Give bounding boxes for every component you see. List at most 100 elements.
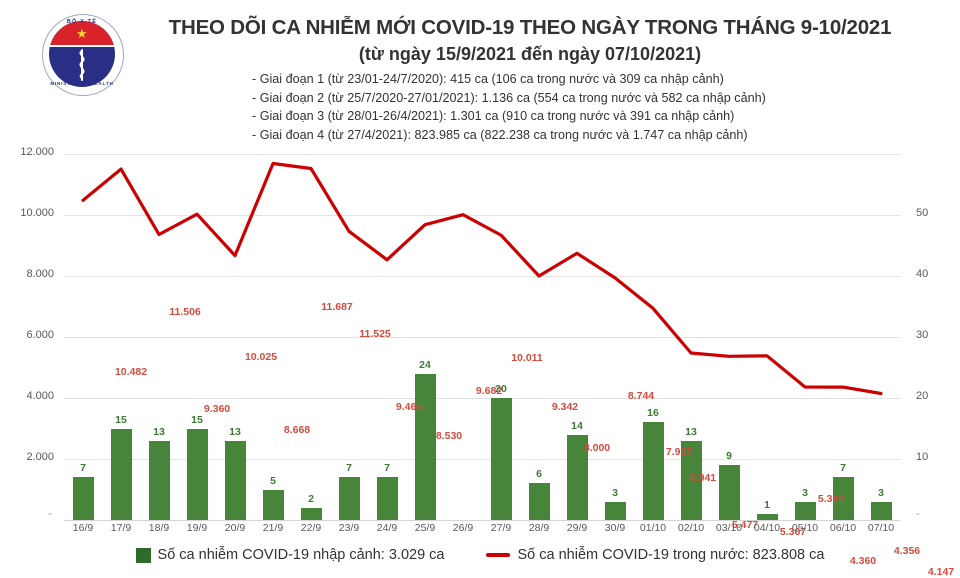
phase-item: - Giai đoạn 1 (từ 23/01-24/7/2020): 415 … <box>252 72 724 86</box>
x-axis-tick-label: 22/9 <box>300 522 322 534</box>
bar-data-label: 5 <box>270 474 276 487</box>
gridline <box>64 215 900 216</box>
line-data-label: 11.687 <box>321 300 353 313</box>
bar-series: 7 15 13 15 13 5 2 7 7 24 20 6 14 3 16 13 9 1 3 7 3 <box>64 154 900 520</box>
logo-star-icon: ★ <box>76 26 88 41</box>
phase-item: - Giai đoạn 4 (từ 27/4/2021): 823.985 ca… <box>252 127 748 142</box>
logo-separator <box>49 45 115 47</box>
x-axis-tick-label: 25/9 <box>414 522 436 534</box>
bar-data-label: 7 <box>80 462 86 475</box>
x-axis-tick-label: 02/10 <box>677 522 705 534</box>
bar-data-label: 20 <box>495 383 507 395</box>
phase-summary-list: - Giai đoạn 1 (từ 23/01-24/7/2020): 415 … <box>252 70 952 144</box>
phase-item: - Giai đoạn 2 (từ 25/7/2020-27/01/2021):… <box>252 90 766 105</box>
x-axis-tick-label: 07/10 <box>867 522 895 534</box>
x-axis-tick-label: 01/10 <box>639 522 667 534</box>
x-axis-tick-label: 18/9 <box>148 522 170 534</box>
line-data-label: 8.000 <box>583 442 611 454</box>
legend-item-bar[interactable]: Số ca nhiễm COVID-19 nhập cảnh: 3.029 ca <box>135 547 445 563</box>
bar-data-label: 13 <box>229 425 241 438</box>
x-axis-tick-label: 04/10 <box>753 522 781 534</box>
x-axis-tick-label: 29/9 <box>566 522 588 534</box>
bar <box>376 477 398 520</box>
bar <box>832 477 854 520</box>
gridline <box>64 337 900 338</box>
line-data-label: 5.382 <box>817 492 845 505</box>
bar <box>642 422 664 520</box>
x-axis-tick-label: 17/9 <box>110 522 132 534</box>
y-axis-right-tick: 40 <box>916 268 929 280</box>
bar <box>870 501 892 520</box>
bar-data-label: 16 <box>647 407 659 420</box>
bar-data-label: 15 <box>115 413 127 426</box>
bar-data-label: 3 <box>612 486 618 499</box>
line-data-label: 9.360 <box>203 402 231 415</box>
bar-data-label: 3 <box>878 486 884 499</box>
y-axis-right-tick: 30 <box>916 329 929 341</box>
logo-snake-icon <box>79 50 85 80</box>
gridline <box>64 154 900 155</box>
bar-data-label: 6 <box>536 468 542 481</box>
legend-line-label: Số ca nhiễm COVID-19 trong nước: 823.808… <box>517 547 825 563</box>
line-series <box>81 161 883 396</box>
x-axis-tick-label: 24/9 <box>376 522 398 534</box>
chart-title: THEO DÕI CA NHIỄM MỚI COVID-19 THEO NGÀY… <box>168 16 892 39</box>
y-axis-left-tick: 12.000 <box>20 146 54 158</box>
bar-data-label: 3 <box>802 486 808 499</box>
y-axis-left-tick: 2.000 <box>26 451 54 463</box>
x-axis-tick-label: 05/10 <box>791 522 819 534</box>
x-axis-tick-label: 27/9 <box>490 522 512 534</box>
bar <box>262 489 284 520</box>
line-data-label: 10.025 <box>244 351 278 364</box>
bar <box>110 428 132 520</box>
y-axis-right-tick: 20 <box>916 390 929 402</box>
bar <box>300 507 322 520</box>
line-data-label: 4.360 <box>849 555 877 568</box>
line-data-label: 9.465 <box>395 401 423 414</box>
ministry-of-health-logo: ★ BỘ Y TẾ MINISTRY OF HEALTH <box>38 10 126 98</box>
y-axis-left-tick: - <box>48 508 52 520</box>
legend-bar-swatch-icon <box>135 547 151 563</box>
line-data-label: 5.367 <box>779 526 807 539</box>
bar-data-label: 2 <box>308 492 314 505</box>
bar-data-label: 7 <box>840 462 846 475</box>
line-data-label: 9.682 <box>475 384 503 397</box>
line-data-label: 9.342 <box>551 401 579 414</box>
x-axis-tick-label: 28/9 <box>528 522 550 534</box>
y-axis-right-tick: - <box>916 508 920 520</box>
legend-bar-label: Số ca nhiễm COVID-19 nhập cảnh: 3.029 ca <box>157 547 445 563</box>
y-axis-left-tick: 6.000 <box>26 329 54 341</box>
bar <box>186 428 208 520</box>
x-axis-tick-label: 03/10 <box>715 522 743 534</box>
x-axis-tick-label: 30/9 <box>604 522 626 534</box>
gridline <box>64 398 900 399</box>
x-axis-tick-label: 06/10 <box>829 522 857 534</box>
chart-legend: Số ca nhiễm COVID-19 nhập cảnh: 3.029 ca… <box>0 547 960 563</box>
bar-data-label: 7 <box>346 462 352 475</box>
bar-data-label: 9 <box>726 450 732 463</box>
bar <box>224 440 246 520</box>
line-data-label: 11.506 <box>169 306 201 319</box>
logo-bottom-text: MINISTRY OF HEALTH <box>50 81 114 86</box>
x-axis-line <box>64 520 900 521</box>
bar <box>718 465 740 520</box>
line-data-label: 10.482 <box>114 366 148 379</box>
x-axis-tick-label: 16/9 <box>72 522 94 534</box>
bar <box>338 477 360 520</box>
bar <box>490 398 512 520</box>
y-axis-left-tick: 4.000 <box>26 390 54 402</box>
line-data-label: 8.530 <box>435 429 463 442</box>
line-data-label: 10.011 <box>511 351 543 364</box>
chart-subtitle: (từ ngày 15/9/2021 đến ngày 07/10/2021) <box>358 44 702 64</box>
y-axis-left-tick: 8.000 <box>26 268 54 280</box>
bar-data-label: 13 <box>153 425 165 438</box>
x-axis-labels: 16/9 17/9 18/9 19/9 20/9 21/9 22/9 23/9 24/9 25/9… <box>64 522 900 540</box>
line-data-label: 8.668 <box>283 423 311 436</box>
line-data-label: 5.477 <box>731 518 759 531</box>
gridline <box>64 276 900 277</box>
line-data-label: 6.941 <box>689 472 717 485</box>
legend-line-swatch-icon <box>486 553 511 557</box>
logo-rod-icon <box>81 49 83 81</box>
legend-item-line[interactable]: Số ca nhiễm COVID-19 trong nước: 823.808… <box>486 547 824 563</box>
